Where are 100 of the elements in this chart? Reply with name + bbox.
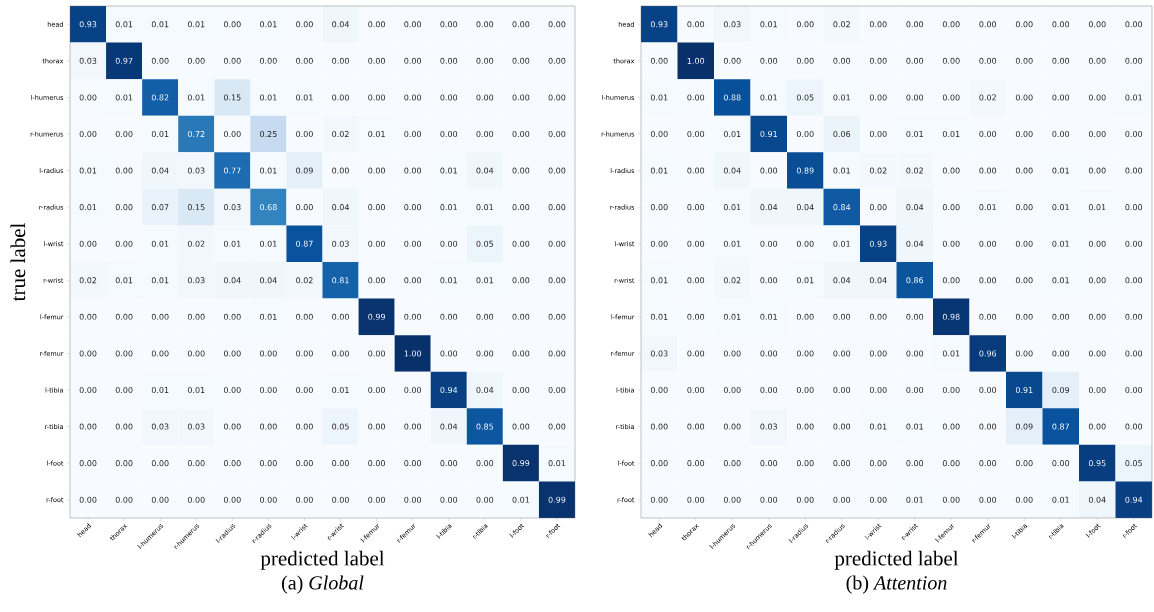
data-label: 0.00 (368, 240, 385, 247)
data-label: 0.00 (476, 350, 494, 357)
data-label: 0.01 (260, 21, 277, 28)
data-label: 0.00 (368, 350, 385, 357)
data-label: 0.00 (942, 94, 960, 101)
data-label: 0.00 (296, 496, 313, 503)
data-label: 0.01 (223, 240, 241, 247)
data-label: 0.00 (79, 350, 97, 357)
data-label: 0.00 (687, 423, 705, 430)
data-label: 0.01 (650, 313, 668, 320)
data-label: 0.00 (115, 496, 133, 503)
data-label: 0.00 (404, 277, 422, 284)
data-label: 0.00 (760, 57, 778, 64)
data-label: 0.00 (869, 496, 887, 503)
data-label: 0.00 (404, 460, 422, 467)
data-label: 0.00 (1052, 350, 1070, 357)
data-label: 0.94 (440, 386, 458, 394)
data-label: 0.00 (650, 386, 668, 394)
data-label: 0.02 (296, 277, 313, 284)
data-label: 0.00 (942, 167, 960, 174)
data-label: 0.00 (187, 460, 205, 467)
data-label: 0.00 (979, 386, 997, 394)
data-label: 0.00 (404, 386, 422, 394)
data-label: 0.00 (368, 57, 385, 64)
data-label: 0.00 (115, 460, 133, 467)
data-label: 0.00 (223, 313, 241, 320)
data-label: 0.03 (760, 423, 778, 430)
data-label: 0.00 (332, 167, 349, 174)
data-label: 0.00 (1125, 386, 1143, 394)
data-label: 0.93 (650, 21, 668, 28)
data-label: 0.00 (151, 350, 169, 357)
data-label: 0.01 (476, 204, 493, 211)
data-label: 0.04 (476, 167, 494, 174)
data-label: 0.00 (1015, 277, 1033, 284)
data-label: 0.00 (404, 204, 422, 211)
data-label: 0.00 (476, 496, 494, 503)
data-label: 0.00 (650, 460, 668, 467)
data-label: 0.00 (906, 460, 924, 467)
data-label: 0.03 (332, 240, 349, 247)
data-label: 0.00 (332, 496, 349, 503)
data-label: 0.94 (1125, 496, 1143, 503)
data-label: 0.01 (723, 240, 741, 247)
data-label: 0.00 (79, 496, 97, 503)
data-label: 0.00 (1052, 313, 1070, 320)
data-label: 0.00 (869, 21, 887, 28)
data-label: 0.05 (1125, 460, 1142, 467)
data-label: 0.15 (187, 204, 205, 211)
data-label: 0.00 (796, 350, 814, 357)
data-label: 0.00 (760, 386, 778, 394)
data-label: 0.00 (869, 350, 887, 357)
data-label: 0.00 (404, 130, 422, 138)
data-label: 0.00 (650, 130, 668, 138)
data-label: 0.00 (115, 350, 133, 357)
data-label: 0.00 (869, 313, 887, 320)
data-label: 0.01 (833, 240, 850, 247)
data-label: 0.01 (796, 277, 814, 284)
data-label: 0.00 (979, 167, 997, 174)
data-label: 0.04 (476, 386, 494, 394)
data-label: 0.00 (404, 240, 422, 247)
data-label: 0.00 (760, 460, 778, 467)
data-label: 0.05 (476, 240, 494, 247)
data-label: 0.00 (548, 350, 566, 357)
data-label: 0.04 (151, 167, 169, 174)
data-label: 0.00 (223, 386, 241, 394)
data-label: 0.00 (1125, 167, 1143, 174)
text: (b) Attention (846, 575, 947, 594)
data-label: 0.00 (979, 313, 997, 320)
data-label: 0.00 (260, 496, 277, 503)
data-label: 0.01 (650, 277, 668, 284)
data-label: 0.00 (1015, 130, 1033, 138)
data-label: 0.00 (548, 386, 566, 394)
data-label: 0.02 (869, 167, 887, 174)
data-label: 0.09 (1052, 386, 1070, 394)
data-label: 0.00 (1015, 21, 1033, 28)
data-label: 0.00 (723, 57, 741, 64)
data-label: 0.00 (79, 460, 97, 467)
data-label: 0.00 (368, 21, 385, 28)
data-label: 0.00 (796, 313, 814, 320)
data-label: 0.00 (115, 423, 133, 430)
data-label: 0.01 (1052, 167, 1069, 174)
data-label: 0.00 (440, 94, 458, 101)
data-label: 0.00 (1125, 57, 1143, 64)
data-label: 0.00 (1088, 94, 1106, 101)
data-label: 0.00 (942, 460, 960, 467)
data-label: 0.04 (760, 204, 778, 211)
data-label: 0.01 (187, 21, 205, 28)
data-label: 0.00 (548, 204, 566, 211)
data-label: 0.00 (687, 496, 705, 503)
data-label: 0.00 (260, 386, 277, 394)
data-label: 0.00 (833, 496, 851, 503)
data-label: 0.85 (476, 423, 494, 430)
data-label: 0.86 (906, 277, 924, 284)
data-label: 0.02 (906, 167, 923, 174)
data-label: 0.00 (512, 130, 530, 138)
data-label: 0.03 (223, 204, 241, 211)
data-label: 0.02 (723, 277, 741, 284)
data-label: 0.03 (187, 167, 205, 174)
data-label: 0.00 (906, 21, 924, 28)
data-label: 0.01 (151, 277, 169, 284)
data-label: 0.00 (906, 313, 924, 320)
